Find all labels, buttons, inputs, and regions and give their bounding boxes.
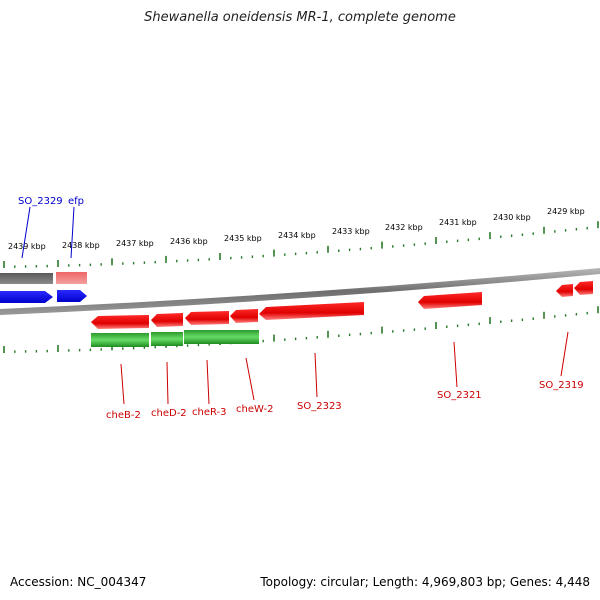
- gene-arrow-so2319a[interactable]: [556, 284, 573, 297]
- gene-label: SO_2319: [539, 380, 584, 391]
- scale-label: 2434 kbp: [278, 231, 316, 240]
- gene-arrow-so2329[interactable]: [0, 291, 53, 303]
- forward-features: [0, 272, 87, 303]
- gene-arrow-cheb2[interactable]: [91, 315, 149, 329]
- lower-label-lines: [120, 331, 569, 405]
- gene-label: SO_2321: [437, 390, 482, 401]
- scale-labels: 2439 kbp 2438 kbp 2437 kbp 2436 kbp 2435…: [8, 207, 585, 251]
- gene-arrow-so2321[interactable]: [418, 292, 482, 309]
- gene-arrow-ched2[interactable]: [151, 313, 183, 327]
- scale-label: 2432 kbp: [385, 223, 423, 232]
- cds-bar[interactable]: [151, 332, 183, 346]
- gene-label: SO_2323: [297, 401, 342, 412]
- gene-label: cheW-2: [236, 404, 273, 415]
- forward-gene-efp-shadow[interactable]: [56, 272, 87, 284]
- gene-labels: SO_2329 efp cheB-2 cheD-2 cheR-3 cheW-2 …: [18, 196, 584, 421]
- scale-label: 2438 kbp: [62, 241, 100, 250]
- scale-label: 2433 kbp: [332, 227, 370, 236]
- genome-backbone: [0, 268, 600, 315]
- upper-scale: [3, 221, 599, 268]
- gene-arrow-efp[interactable]: [57, 290, 87, 302]
- cds-bar[interactable]: [91, 333, 149, 347]
- gene-label: cheD-2: [151, 408, 187, 419]
- gene-arrow-cher3[interactable]: [185, 311, 229, 325]
- gene-label: cheB-2: [106, 410, 141, 421]
- scale-label: 2436 kbp: [170, 237, 208, 246]
- scale-label: 2439 kbp: [8, 242, 46, 251]
- gene-label: cheR-3: [192, 407, 227, 418]
- gene-label: efp: [68, 196, 84, 207]
- reverse-features: [91, 281, 593, 347]
- gene-label: SO_2329: [18, 196, 63, 207]
- gene-arrow-so2319b[interactable]: [574, 281, 593, 295]
- forward-rna-feature[interactable]: [0, 273, 53, 284]
- topology-text: Topology: circular; Length: 4,969,803 bp…: [260, 575, 590, 589]
- scale-label: 2435 kbp: [224, 234, 262, 243]
- scale-label: 2429 kbp: [547, 207, 585, 216]
- gene-arrow-so2323[interactable]: [259, 302, 364, 320]
- scale-label: 2437 kbp: [116, 239, 154, 248]
- scale-label: 2431 kbp: [439, 218, 477, 227]
- genome-title: Shewanella oneidensis MR-1, complete gen…: [144, 10, 456, 25]
- scale-label: 2430 kbp: [493, 213, 531, 222]
- upper-label-lines: [21, 206, 75, 259]
- cds-bar[interactable]: [184, 330, 259, 344]
- accession-text: Accession: NC_004347: [10, 575, 147, 589]
- gene-arrow-chew2[interactable]: [230, 309, 258, 323]
